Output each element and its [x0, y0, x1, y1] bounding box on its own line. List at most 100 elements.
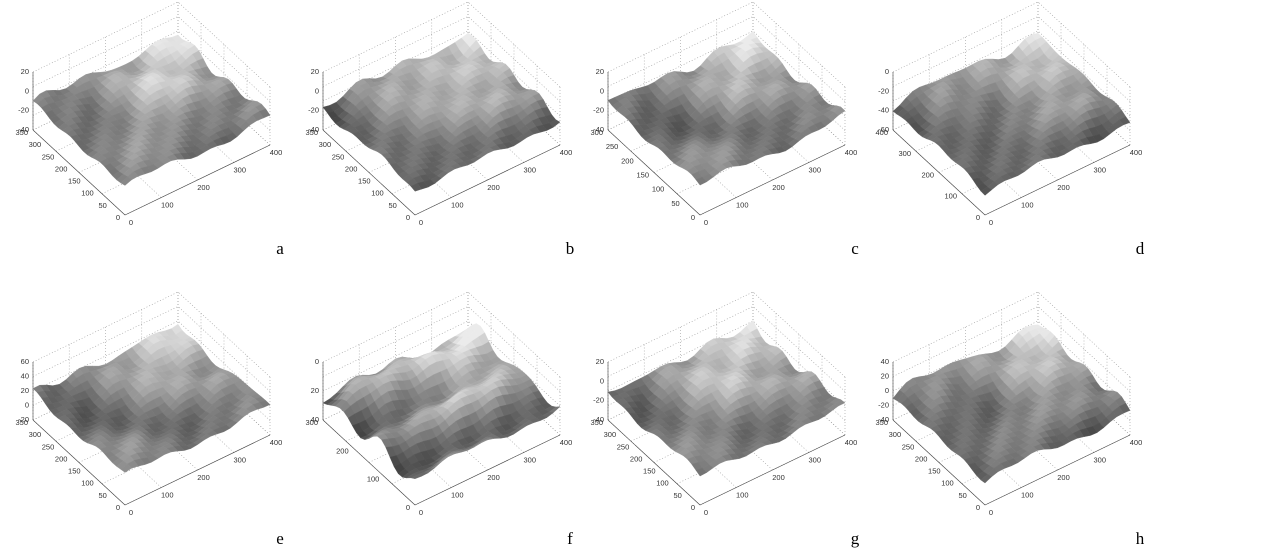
y-tick-label: 250	[332, 152, 345, 161]
x-tick-label: 200	[772, 473, 785, 482]
x-tick-label: 100	[451, 490, 464, 499]
z-tick-label: -20	[308, 106, 319, 115]
x-tick-label: 0	[704, 508, 708, 517]
panel-label: f	[567, 529, 573, 548]
y-tick-label: 250	[42, 442, 55, 451]
y-tick-label: 100	[367, 475, 380, 484]
panel-label: g	[851, 529, 860, 548]
x-tick-label: 400	[1130, 438, 1143, 447]
x-tick-label: 100	[1021, 490, 1034, 499]
y-tick-label: 300	[29, 430, 42, 439]
x-tick-label: 400	[560, 148, 573, 157]
panel-label: e	[276, 529, 284, 548]
y-tick-label: 350	[15, 128, 28, 137]
y-tick-label: 50	[389, 201, 397, 210]
x-tick-label: 200	[487, 183, 500, 192]
y-tick-label: 200	[336, 446, 349, 455]
z-tick-label: 0	[885, 67, 889, 76]
x-tick-label: 300	[523, 455, 536, 464]
y-tick-label: 0	[116, 213, 120, 222]
y-tick-label: 0	[406, 503, 410, 512]
y-tick-label: 250	[42, 152, 55, 161]
panel-label: b	[566, 239, 575, 258]
y-tick-label: 250	[606, 142, 619, 151]
x-tick-label: 200	[1057, 473, 1070, 482]
y-tick-label: 200	[921, 170, 934, 179]
y-tick-label: 150	[643, 467, 656, 476]
x-tick-label: 400	[845, 148, 858, 157]
y-tick-label: 100	[652, 185, 665, 194]
z-tick-label: 40	[21, 371, 29, 380]
y-tick-label: 0	[691, 503, 695, 512]
y-tick-label: 0	[976, 213, 980, 222]
y-tick-label: 250	[902, 442, 915, 451]
z-tick-label: 0	[600, 86, 604, 95]
y-tick-label: 350	[305, 128, 318, 137]
x-tick-label: 0	[129, 218, 133, 227]
y-tick-label: 400	[875, 128, 888, 137]
y-tick-label: 250	[617, 442, 630, 451]
x-tick-label: 400	[270, 148, 283, 157]
x-tick-label: 200	[197, 183, 210, 192]
z-tick-label: 20	[596, 67, 604, 76]
x-tick-label: 400	[270, 438, 283, 447]
y-tick-label: 300	[889, 430, 902, 439]
y-tick-label: 150	[68, 177, 81, 186]
z-tick-label: 40	[881, 357, 889, 366]
z-tick-label: 20	[311, 386, 319, 395]
y-tick-label: 100	[371, 189, 384, 198]
y-tick-label: 150	[68, 467, 81, 476]
y-tick-label: 200	[345, 164, 358, 173]
y-tick-label: 300	[590, 128, 603, 137]
z-tick-label: -20	[593, 396, 604, 405]
y-tick-label: 350	[875, 418, 888, 427]
z-tick-label: -20	[878, 400, 889, 409]
y-tick-label: 300	[898, 149, 911, 158]
y-tick-label: 100	[81, 189, 94, 198]
x-tick-label: 0	[419, 508, 423, 517]
surface-plot: 200-20-403503002502001501005000100200300…	[15, 2, 284, 258]
panel-label: a	[276, 239, 284, 258]
y-tick-label: 50	[959, 491, 967, 500]
z-tick-label: 20	[21, 67, 29, 76]
surface-plot: 200-20-403002502001501005000100200300400…	[590, 2, 859, 258]
y-tick-label: 0	[691, 213, 695, 222]
y-tick-label: 50	[671, 199, 679, 208]
x-tick-label: 300	[808, 455, 821, 464]
x-tick-label: 100	[736, 490, 749, 499]
x-tick-label: 300	[233, 455, 246, 464]
x-tick-label: 100	[161, 490, 174, 499]
z-tick-label: 0	[315, 357, 319, 366]
panel-label: h	[1136, 529, 1145, 548]
z-tick-label: 0	[600, 376, 604, 385]
y-tick-label: 200	[55, 454, 68, 463]
y-tick-label: 100	[944, 192, 957, 201]
x-tick-label: 0	[704, 218, 708, 227]
z-tick-label: 0	[885, 386, 889, 395]
surface-plot: 40200-20-4035030025020015010050001002003…	[875, 292, 1144, 548]
x-tick-label: 300	[233, 165, 246, 174]
x-tick-label: 400	[1130, 148, 1143, 157]
x-tick-label: 200	[487, 473, 500, 482]
x-tick-label: 0	[129, 508, 133, 517]
y-tick-label: 0	[116, 503, 120, 512]
y-tick-label: 150	[928, 467, 941, 476]
x-tick-label: 0	[989, 218, 993, 227]
y-tick-label: 200	[630, 454, 643, 463]
y-tick-label: 0	[976, 503, 980, 512]
y-tick-label: 300	[604, 430, 617, 439]
surface-plot: 200-20-403503002502001501005000100200300…	[590, 292, 859, 548]
surface-plot: 6040200-20350300250200150100500010020030…	[15, 292, 283, 548]
x-tick-label: 200	[1057, 183, 1070, 192]
z-tick-label: 0	[25, 86, 29, 95]
y-tick-label: 300	[319, 140, 332, 149]
z-tick-label: 0	[315, 86, 319, 95]
x-tick-label: 300	[523, 165, 536, 174]
x-tick-label: 300	[808, 165, 821, 174]
surface-plot: 0204030020010000100200300400f	[305, 292, 573, 548]
surface-plot: 0-20-40-6040030020010000100200300400d	[875, 2, 1144, 258]
z-tick-label: 20	[311, 67, 319, 76]
y-tick-label: 300	[29, 140, 42, 149]
z-tick-label: 0	[25, 400, 29, 409]
z-tick-label: -20	[593, 106, 604, 115]
